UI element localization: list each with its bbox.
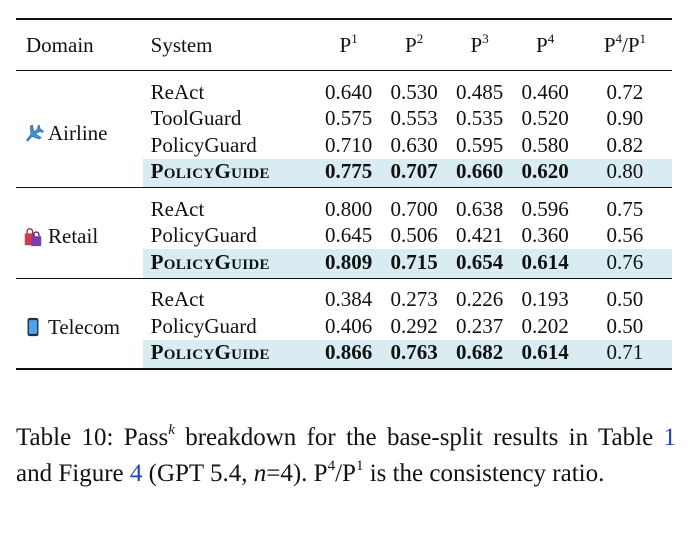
domain-label: Airline (48, 120, 108, 145)
p3-cell: 0.226 (455, 287, 504, 312)
ratio-cell: 0.90 (606, 106, 644, 131)
table-row: Airline ReAct 0.640 0.530 0.485 0.460 0.… (16, 71, 672, 145)
header-p3: P3 (470, 30, 489, 57)
system-cell: PolicyGuide (142, 339, 316, 369)
group-telecom: Telecom ReAct 0.384 0.273 0.226 0.193 0.… (16, 278, 672, 369)
p3-cell: 0.654 (446, 249, 513, 278)
p2-cell: 0.273 (390, 287, 438, 312)
figure-reference-link[interactable]: 4 (129, 460, 143, 487)
header-p4: P4 (536, 30, 555, 57)
group-retail: Retail ReAct 0.800 0.700 0.638 0.596 0.7… (16, 188, 672, 278)
ratio-cell: 0.80 (577, 158, 672, 188)
system-cell: ReAct (150, 287, 205, 312)
ratio-cell: 0.76 (577, 249, 672, 278)
header-row: Domain System P1 P2 P3 P4 P4/P1 (16, 19, 672, 71)
table-row-highlighted: PolicyGuide 0.866 0.763 0.682 0.614 0.71 (16, 339, 672, 369)
p2-cell: 0.700 (390, 196, 438, 221)
domain-label: Retail (48, 224, 99, 249)
header-p2: P2 (405, 30, 424, 57)
shopping-bags-icon (24, 227, 42, 246)
header-ratio: P4/P1 (603, 30, 647, 57)
p4-cell: 0.520 (521, 106, 569, 131)
airplane-icon (26, 124, 44, 142)
p3-cell: 0.682 (446, 339, 513, 369)
p1-cell: 0.775 (315, 158, 382, 188)
p3-cell: 0.421 (455, 223, 504, 248)
pass-k-table: Domain System P1 P2 P3 P4 P4/P1 Airline … (16, 18, 672, 370)
ratio-cell: 0.50 (606, 313, 644, 338)
p1-cell: 0.809 (315, 249, 382, 278)
system-cell: PolicyGuide (142, 158, 316, 188)
domain-label: Telecom (48, 314, 120, 339)
p2-cell: 0.715 (381, 249, 447, 278)
p4-cell: 0.460 (521, 79, 569, 104)
p1-cell: 0.710 (324, 132, 373, 157)
system-cell: PolicyGuard (150, 132, 257, 157)
p4-cell: 0.596 (521, 196, 569, 221)
table-row: PolicyGuard 0.645 0.506 0.421 0.360 0.56 (16, 223, 672, 250)
p4-cell: 0.580 (521, 132, 569, 157)
p4-cell: 0.620 (512, 158, 578, 188)
ratio-cell: 0.56 (606, 223, 644, 248)
ratio-cell: 0.75 (606, 196, 644, 221)
ratio-cell: 0.71 (577, 339, 672, 369)
p1-cell: 0.575 (324, 106, 373, 131)
system-cell: PolicyGuide (142, 249, 316, 278)
p1-cell: 0.800 (324, 196, 373, 221)
p3-cell: 0.638 (455, 196, 504, 221)
table-reference-link[interactable]: 1 (663, 424, 676, 451)
domain-cell: Retail (16, 188, 143, 279)
p2-cell: 0.530 (390, 79, 438, 104)
p4-cell: 0.193 (521, 287, 569, 312)
system-cell: PolicyGuard (150, 223, 257, 248)
p4-cell: 0.360 (521, 223, 569, 248)
p2-cell: 0.707 (381, 158, 447, 188)
p3-cell: 0.660 (446, 158, 513, 188)
table-row: Retail ReAct 0.800 0.700 0.638 0.596 0.7… (16, 188, 672, 248)
table-caption: Table 10: Passk breakdown for the base-s… (16, 422, 676, 488)
table-row-highlighted: PolicyGuide 0.809 0.715 0.654 0.614 0.76 (16, 249, 672, 278)
ratio-cell: 0.50 (606, 287, 644, 312)
p1-cell: 0.866 (315, 339, 382, 369)
p2-cell: 0.553 (390, 106, 438, 131)
ratio-cell: 0.82 (606, 132, 644, 157)
group-airline: Airline ReAct 0.640 0.530 0.485 0.460 0.… (16, 71, 672, 188)
table-row: Telecom ReAct 0.384 0.273 0.226 0.193 0.… (16, 278, 672, 339)
header-domain: Domain (26, 32, 94, 57)
table-row: ToolGuard 0.575 0.553 0.535 0.520 0.90 (16, 106, 672, 133)
domain-cell: Telecom (16, 278, 143, 369)
p4-cell: 0.614 (512, 249, 578, 278)
p3-cell: 0.595 (455, 132, 504, 157)
header-system: System (150, 32, 213, 57)
table-row-highlighted: PolicyGuide 0.775 0.707 0.660 0.620 0.80 (16, 158, 672, 188)
p3-cell: 0.535 (455, 106, 504, 131)
header-p1: P1 (339, 30, 358, 57)
p4-cell: 0.202 (521, 313, 569, 338)
system-cell: ReAct (150, 196, 205, 221)
p1-cell: 0.406 (324, 313, 373, 338)
system-cell: PolicyGuard (150, 313, 257, 338)
p3-cell: 0.237 (455, 313, 504, 338)
p2-cell: 0.763 (381, 339, 447, 369)
p4-cell: 0.614 (512, 339, 578, 369)
p2-cell: 0.506 (390, 223, 438, 248)
table-row: PolicyGuard 0.406 0.292 0.237 0.202 0.50 (16, 313, 672, 340)
p2-cell: 0.630 (390, 132, 438, 157)
p1-cell: 0.640 (324, 79, 373, 104)
mobile-phone-icon (27, 318, 39, 337)
p3-cell: 0.485 (455, 79, 504, 104)
system-cell: ToolGuard (150, 106, 242, 131)
domain-cell: Airline (16, 71, 143, 188)
p2-cell: 0.292 (390, 313, 438, 338)
table-row: PolicyGuard 0.710 0.630 0.595 0.580 0.82 (16, 132, 672, 159)
system-cell: ReAct (150, 79, 205, 104)
ratio-cell: 0.72 (606, 79, 644, 104)
p1-cell: 0.645 (324, 223, 373, 248)
table-container: Domain System P1 P2 P3 P4 P4/P1 Airline … (16, 18, 672, 370)
p1-cell: 0.384 (324, 287, 373, 312)
